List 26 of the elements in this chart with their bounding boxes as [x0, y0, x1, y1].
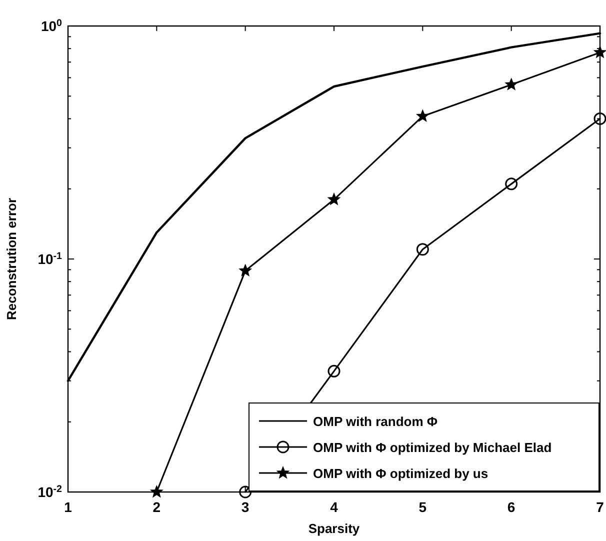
point — [416, 243, 429, 256]
point — [328, 364, 340, 378]
y-axis-title: Reconstrution error — [4, 198, 19, 320]
point — [239, 486, 252, 498]
point — [416, 110, 429, 122]
x-tick-label: 5 — [418, 499, 427, 515]
point — [594, 46, 606, 58]
x-tick-label: 6 — [507, 499, 516, 515]
x-tick-label: 7 — [596, 499, 604, 515]
x-tick-label: 4 — [330, 499, 338, 515]
y-tick-label: 10$^{-2}$ — [38, 484, 63, 500]
point — [505, 178, 518, 190]
legend-label: OMP with Φ optimized by us — [313, 466, 488, 481]
point — [239, 264, 252, 276]
point — [505, 78, 518, 90]
x-tick-label: 1 — [64, 499, 72, 515]
point — [328, 193, 340, 205]
legend-label: OMP with random Φ — [313, 414, 438, 429]
y-tick-label: 10$^{-1}$ — [38, 250, 63, 267]
x-tick-label: 2 — [152, 499, 161, 515]
x-axis-title: Sparsity — [308, 521, 360, 536]
legend-label: OMP with Φ optimized by Michael Elad — [313, 440, 552, 455]
x-tick-label: 3 — [241, 499, 250, 515]
point — [150, 486, 163, 498]
point — [594, 112, 606, 125]
y-tick-label: 10$^{0}$ — [40, 18, 63, 34]
